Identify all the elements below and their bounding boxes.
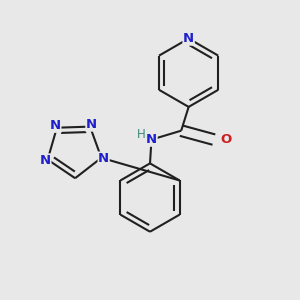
Text: H: H [137,128,146,141]
Text: N: N [146,133,157,146]
Text: O: O [220,133,232,146]
Text: N: N [50,119,61,132]
Text: N: N [183,32,194,45]
Text: N: N [40,154,51,167]
Text: N: N [98,152,109,165]
Text: N: N [86,118,97,131]
